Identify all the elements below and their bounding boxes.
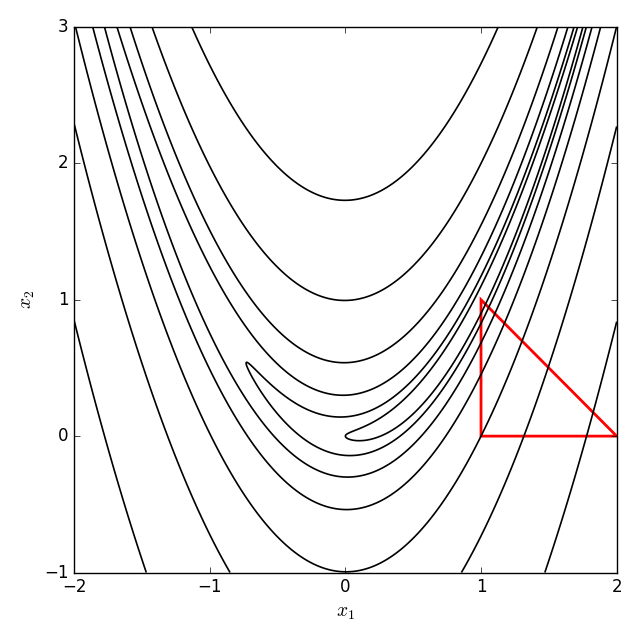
X-axis label: $x_1$: $x_1$ [336, 603, 355, 622]
Y-axis label: $x_2$: $x_2$ [18, 290, 37, 309]
